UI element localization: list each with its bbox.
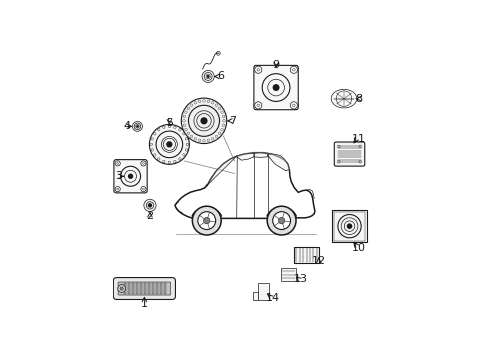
Circle shape <box>167 142 172 147</box>
Circle shape <box>201 118 207 124</box>
FancyBboxPatch shape <box>113 278 175 300</box>
Bar <box>144 283 146 294</box>
Circle shape <box>267 206 296 235</box>
Text: 7: 7 <box>229 116 236 126</box>
Circle shape <box>132 121 143 131</box>
Text: 2: 2 <box>147 211 153 221</box>
Circle shape <box>255 66 262 73</box>
Text: 5: 5 <box>166 118 173 128</box>
Bar <box>258 283 269 300</box>
Bar <box>156 283 158 294</box>
FancyBboxPatch shape <box>334 142 365 166</box>
Text: 1: 1 <box>141 299 148 309</box>
Circle shape <box>347 224 352 228</box>
FancyBboxPatch shape <box>254 66 298 110</box>
Circle shape <box>181 98 227 144</box>
Circle shape <box>149 125 189 164</box>
Circle shape <box>217 51 220 55</box>
Circle shape <box>115 186 120 192</box>
Circle shape <box>137 126 138 127</box>
Circle shape <box>141 161 146 166</box>
Bar <box>127 283 130 294</box>
Circle shape <box>144 199 156 211</box>
Ellipse shape <box>331 89 357 108</box>
Text: 11: 11 <box>352 134 366 144</box>
Bar <box>123 283 126 294</box>
Bar <box>152 283 154 294</box>
Circle shape <box>193 206 221 235</box>
Circle shape <box>207 76 209 77</box>
Circle shape <box>273 85 279 90</box>
Bar <box>148 283 150 294</box>
Text: 14: 14 <box>266 293 280 303</box>
PathPatch shape <box>175 153 315 221</box>
Circle shape <box>148 204 151 207</box>
Bar <box>334 212 366 241</box>
Circle shape <box>255 102 262 109</box>
Text: 13: 13 <box>294 274 307 284</box>
Bar <box>160 283 162 294</box>
Bar <box>164 283 166 294</box>
Text: 6: 6 <box>218 72 225 81</box>
Circle shape <box>272 212 291 230</box>
Bar <box>132 283 134 294</box>
Circle shape <box>128 174 132 178</box>
Bar <box>332 210 367 242</box>
Text: 9: 9 <box>272 60 280 70</box>
Polygon shape <box>254 153 268 157</box>
Circle shape <box>118 285 125 292</box>
Circle shape <box>290 66 297 73</box>
Polygon shape <box>237 153 254 160</box>
Text: 4: 4 <box>123 121 130 131</box>
Text: 8: 8 <box>355 94 362 104</box>
Polygon shape <box>207 156 237 185</box>
FancyBboxPatch shape <box>118 282 171 295</box>
Bar <box>294 247 319 263</box>
Circle shape <box>120 287 123 290</box>
Circle shape <box>290 102 297 109</box>
Circle shape <box>202 70 214 82</box>
Bar <box>140 283 142 294</box>
Bar <box>281 269 296 281</box>
Circle shape <box>278 217 285 224</box>
Bar <box>253 292 258 300</box>
Text: 12: 12 <box>312 256 326 266</box>
Circle shape <box>115 161 120 166</box>
Circle shape <box>141 186 146 192</box>
Circle shape <box>204 217 210 224</box>
Text: 10: 10 <box>352 243 366 253</box>
FancyBboxPatch shape <box>114 159 147 193</box>
Bar <box>136 283 138 294</box>
Polygon shape <box>268 154 290 171</box>
Circle shape <box>198 212 216 230</box>
Text: 3: 3 <box>115 171 122 181</box>
